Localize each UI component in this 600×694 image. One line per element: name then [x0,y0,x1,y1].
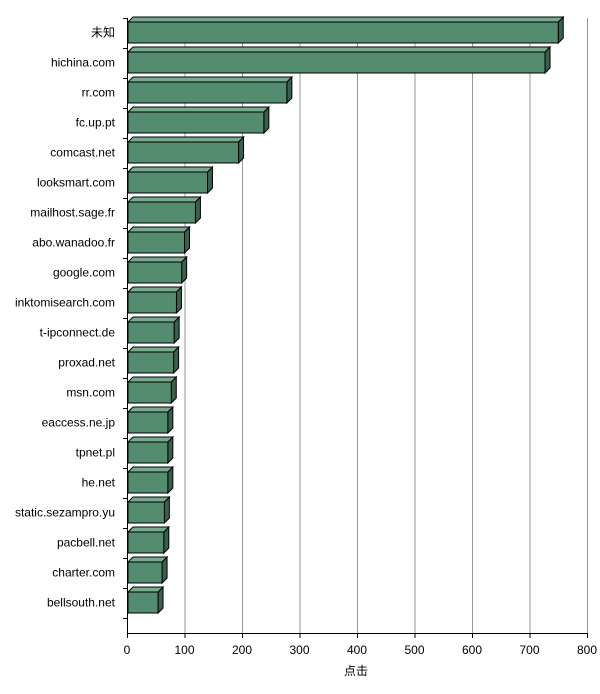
category-label: proxad.net [58,356,115,370]
category-label: inktomisearch.com [15,296,115,310]
bar-top [126,406,175,413]
bar-front [127,81,288,104]
bar-top [126,466,175,473]
bar-front [127,321,175,344]
x-tick-label: 500 [404,643,424,657]
bar-front [127,381,172,404]
bar [126,165,214,195]
bar-top [126,496,171,503]
category-label: mailhost.sage.fr [30,206,115,220]
category-labels: 未知 hichina.com rr.com fc.up.pt comcast.net lo… [15,26,116,610]
bar-top [126,136,245,143]
bar-front [127,291,177,314]
bar-top [126,196,202,203]
bar-front [127,141,240,164]
category-label: t-ipconnect.de [40,326,116,340]
bar-top [126,256,188,263]
x-tick-label: 400 [347,643,367,657]
bar-top [126,526,171,533]
category-label: comcast.net [50,146,115,160]
bar [126,285,183,315]
bar [126,75,294,105]
bar-front [127,531,165,554]
bar-top [126,226,191,233]
bar-top [126,106,271,113]
category-label: bellsouth.net [47,596,116,610]
bar [126,585,165,615]
bar-top [126,556,169,563]
x-tick-label: 200 [232,643,252,657]
bar-front [127,21,559,44]
x-axis-title: 点击 [344,664,368,678]
x-tick-label: 700 [519,643,539,657]
bar [126,525,171,555]
bar-top [126,586,165,593]
category-label: msn.com [66,386,115,400]
bar-front [127,351,175,374]
category-label: tpnet.pl [76,446,115,460]
bar [126,45,552,75]
category-label: rr.com [82,86,115,100]
bar-front [127,261,183,284]
category-label: eaccess.ne.jp [42,416,116,430]
bar [126,345,180,375]
bar-front [127,411,169,434]
bar-top [126,376,178,383]
bar-front [127,591,159,614]
bar [126,495,171,525]
bar-top [126,286,183,293]
bar [126,135,245,165]
x-tick-label: 100 [174,643,194,657]
category-label: static.sezampro.yu [15,506,115,520]
bar-front [127,501,165,524]
bar [126,315,181,345]
category-label: looksmart.com [37,176,115,190]
x-tick-labels: 0 100 200 300 400 500 600 700 800 [124,643,598,657]
bar [126,555,169,585]
bar [126,405,175,435]
bar-front [127,51,546,74]
category-label: charter.com [52,566,115,580]
x-tick-label: 300 [289,643,309,657]
bar-front [127,471,169,494]
bar [126,225,191,255]
bar-front [127,231,185,254]
bar-front [127,441,169,464]
category-label: abo.wanadoo.fr [32,236,115,250]
category-label: fc.up.pt [76,116,116,130]
category-label: 未知 [91,26,115,40]
bar-top [126,76,294,83]
bars [126,15,565,615]
bar-front [127,561,163,584]
bar-top [126,346,180,353]
bar-top [126,166,214,173]
bar-top [126,316,181,323]
bar-top [126,46,552,53]
bar [126,375,178,405]
bar-front [127,171,208,194]
x-tick-label: 800 [577,643,597,657]
bar [126,465,175,495]
bar [126,15,565,45]
bar-front [127,111,265,134]
bar-front [127,201,196,224]
x-tick-label: 600 [462,643,482,657]
bar [126,195,202,225]
bar [126,105,271,135]
category-label: google.com [53,266,115,280]
category-label: pacbell.net [57,536,116,550]
x-tick-label: 0 [124,643,131,657]
category-label: hichina.com [51,56,115,70]
bar [126,435,175,465]
bar [126,255,188,285]
bar-top [126,436,175,443]
bar-top [126,16,565,23]
category-label: he.net [82,476,116,490]
